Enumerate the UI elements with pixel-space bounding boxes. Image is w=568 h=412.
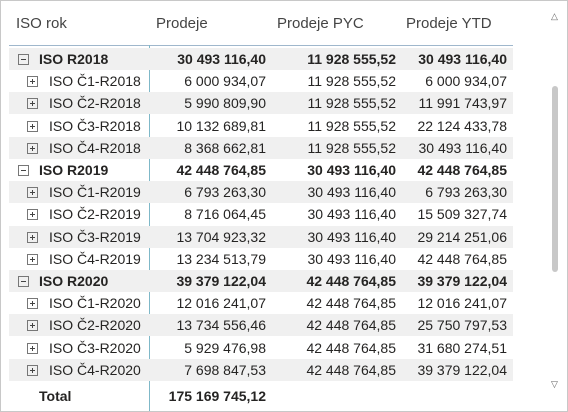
total-label: Total [39,388,72,404]
cell-value: 6 000 934,07 [425,73,507,90]
cell-value: 42 448 764,85 [306,361,396,378]
cell-value: 42 448 764,85 [306,317,396,334]
cell-value: 30 493 116,40 [307,206,397,223]
cell-value: 12 016 241,07 [176,295,266,312]
cell-value: 42 448 764,85 [306,295,396,312]
row-band [9,314,513,337]
row-label: ISO Č4-R2020 [49,361,141,378]
cell-value: 42 448 764,85 [417,250,507,267]
expand-icon[interactable] [27,342,38,354]
cell-value: 30 493 116,40 [418,51,507,67]
expand-icon[interactable] [27,209,38,221]
cell-value: 31 680 274,51 [417,339,507,356]
cell-value: 13 234 513,79 [176,250,266,267]
expand-icon[interactable] [27,253,38,265]
header-line [9,45,513,46]
row-band [9,181,513,204]
scroll-up[interactable]: △ [551,11,558,21]
cell-value: 39 379 122,04 [417,361,507,378]
row-band [9,136,513,159]
row-label: ISO Č3-R2020 [49,339,141,356]
row-label: ISO Č1-R2019 [49,184,141,201]
row-label: ISO Č2-R2019 [49,206,141,223]
row-label: ISO Č1-R2020 [49,295,141,312]
cell-value: 10 132 689,81 [176,117,266,134]
cell-value: 42 448 764,85 [176,162,266,178]
column-header[interactable]: Prodeje PYC [277,15,364,32]
cell-value: 11 928 555,52 [307,51,396,67]
cell-value: 6 000 934,07 [184,73,266,90]
collapse-icon[interactable] [18,54,29,65]
cell-value: 5 929 476,98 [184,339,266,356]
row-label: ISO Č4-R2019 [49,250,141,267]
cell-value: 29 214 251,06 [417,228,507,245]
cell-value: 11 991 743,97 [418,95,508,112]
total-value: 175 169 745,12 [168,388,266,404]
cell-value: 15 509 327,74 [417,206,507,223]
expand-icon[interactable] [27,142,38,154]
cell-value: 6 793 263,30 [425,184,507,201]
scroll-thumb[interactable] [552,86,558,272]
column-header[interactable]: Prodeje [156,15,208,32]
expand-icon[interactable] [27,187,38,199]
cell-value: 30 493 116,40 [307,184,397,201]
expand-icon[interactable] [27,76,38,88]
cell-value: 30 493 116,40 [418,139,508,156]
cell-value: 7 698 847,53 [184,361,266,378]
row-band [9,225,513,248]
cell-value: 8 716 064,45 [184,206,266,223]
cell-value: 11 928 555,52 [307,117,397,134]
cell-value: 13 734 556,46 [176,317,266,334]
expand-icon[interactable] [27,320,38,332]
cell-value: 13 704 923,32 [176,228,266,245]
cell-value: 11 928 555,52 [307,95,397,112]
expand-icon[interactable] [27,364,38,376]
row-label: ISO R2020 [39,273,109,289]
column-header[interactable]: ISO rok [16,15,67,32]
cell-value: 30 493 116,40 [307,228,397,245]
cell-value: 12 016 241,07 [417,295,507,312]
row-label: ISO R2019 [39,162,109,178]
cell-value: 42 448 764,85 [306,339,396,356]
cell-value: 39 379 122,04 [417,273,507,289]
row-label: ISO Č2-R2018 [49,95,141,112]
scrollbar[interactable]: △ ▽ [548,11,562,396]
cell-value: 30 493 116,40 [307,250,397,267]
row-label: ISO Č4-R2018 [49,139,141,156]
row-label: ISO Č3-R2019 [49,228,141,245]
cell-value: 11 928 555,52 [307,139,397,156]
row-label: ISO Č2-R2020 [49,317,141,334]
expand-icon[interactable] [27,298,38,310]
expand-icon[interactable] [27,120,38,132]
column-header[interactable]: Prodeje YTD [406,15,492,32]
row-label: ISO Č3-R2018 [49,117,141,134]
cell-value: 6 793 263,30 [184,184,266,201]
collapse-icon[interactable] [18,165,29,176]
cell-value: 22 124 433,78 [417,117,507,134]
row-label: ISO R2018 [39,51,109,67]
cell-value: 30 493 116,40 [177,51,266,67]
cell-value: 42 448 764,85 [306,273,396,289]
row-band [9,48,513,70]
row-band [9,270,513,292]
cell-value: 30 493 116,40 [307,162,396,178]
row-band [9,358,513,381]
cell-value: 25 750 797,53 [417,317,507,334]
scroll-down[interactable]: ▽ [551,379,558,389]
cell-value: 39 379 122,04 [176,273,266,289]
row-band [9,92,513,115]
expand-icon[interactable] [27,98,38,110]
cell-value: 11 928 555,52 [307,73,397,90]
cell-value: 42 448 764,85 [417,162,507,178]
cell-value: 5 990 809,90 [184,95,266,112]
expand-icon[interactable] [27,231,38,243]
cell-value: 8 368 662,81 [184,139,266,156]
collapse-icon[interactable] [18,276,29,287]
row-label: ISO Č1-R2018 [49,73,141,90]
